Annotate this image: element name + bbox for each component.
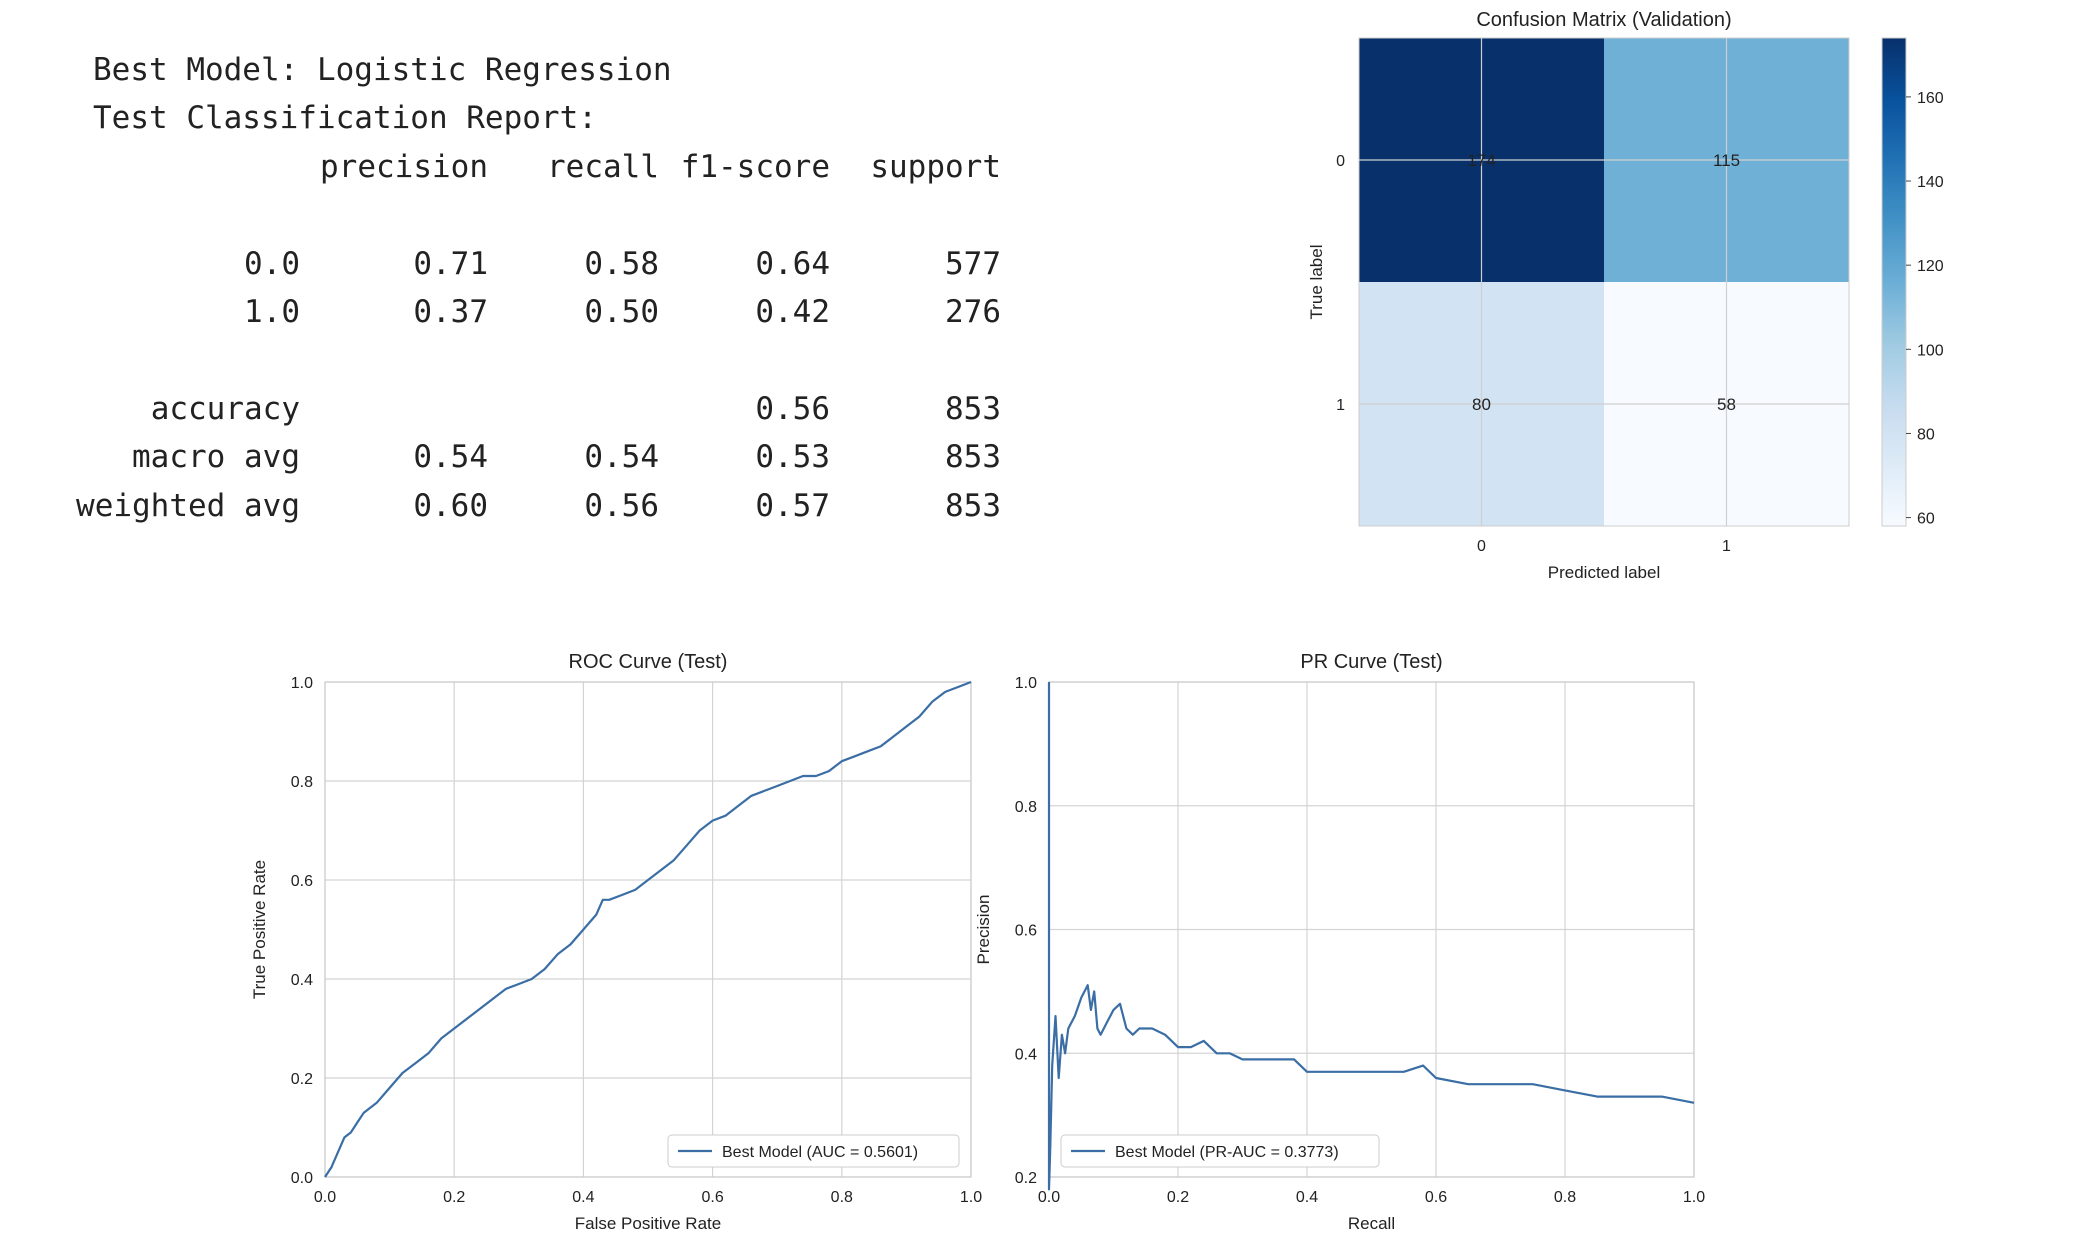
pr-curve-chart: PR Curve (Test)0.0 0.2 0.4 0.6 0.8 1.00.20.40… [974,651,1705,1233]
classification-report: Best Model: Logistic Regression Test Cla… [76,52,1001,524]
y-tick-label: 0.8 [1015,799,1037,816]
x-tick-label: 0.2 [443,1189,465,1206]
heatmap-y-axis-title: True label [1307,245,1326,320]
x-tick-label: 1.0 [1683,1189,1705,1206]
y-tick-label: 1.0 [1015,675,1037,692]
report-row-0: 0.0 0.71 0.58 0.64 577 [244,246,1001,282]
cell-f1-score: 0.56 [755,391,830,427]
series-line [1047,682,1695,1191]
colorbar-tick-label: 80 [1917,426,1935,443]
plot-frame [324,681,972,1178]
heatmap-x-tick-label: 1 [1722,538,1731,555]
heatmap-y-tick-label: 0 [1336,153,1345,170]
heatmap-cell-label: 115 [1713,151,1740,170]
y-tick-label: 0.6 [1015,923,1037,940]
legend: Best Model (AUC = 0.5601) [667,1134,960,1168]
cell-recall: 0.50 [584,294,659,330]
colorbar-tick-label: 120 [1917,258,1944,275]
cell-recall: 0.56 [584,488,659,524]
y-axis-title: True Positive Rate [250,860,269,999]
x-axis-title: Recall [1348,1214,1395,1233]
legend-box [667,1134,960,1168]
cell-f1-score: 0.57 [755,488,830,524]
x-tick-label: 0.0 [314,1189,336,1206]
colorbar-tick-label: 60 [1917,511,1935,528]
heatmap-frame [1358,37,1850,527]
y-tick-label: 0.2 [1015,1170,1037,1187]
cell-precision: 0.71 [413,246,488,282]
x-tick-label: 0.4 [572,1189,594,1206]
heatmap-x-tick-label: 0 [1477,538,1486,555]
x-tick-label: 0.6 [1425,1189,1447,1206]
y-tick-label: 0.4 [291,972,313,989]
row-label: macro avg [132,439,300,475]
heatmap-cell-label: 80 [1472,395,1491,414]
confusion-matrix-chart: Confusion Matrix (Validation) 174 115 80 58 0… [1307,9,1944,582]
roc-curve-chart-title: ROC Curve (Test) [569,651,728,673]
best-model-heading: Best Model: Logistic Regression [93,52,672,88]
legend: Best Model (PR-AUC = 0.3773) [1060,1134,1380,1168]
cell-support: 853 [945,488,1001,524]
heatmap-title: Confusion Matrix (Validation) [1476,9,1731,31]
x-tick-label: 0.8 [831,1189,853,1206]
report-subtitle: Test Classification Report: [93,100,597,136]
cell-support: 853 [945,391,1001,427]
x-tick-label: 1.0 [960,1189,982,1206]
heatmap-x-axis-title: Predicted label [1548,563,1660,582]
cell-support: 276 [945,294,1001,330]
colorbar-tick-label: 100 [1917,342,1944,359]
header-precision: precision [320,149,488,185]
cell-f1-score: 0.42 [755,294,830,330]
cell-precision: 0.60 [413,488,488,524]
legend-box [1060,1134,1380,1168]
cell-precision: 0.54 [413,439,488,475]
x-tick-label: 0.4 [1296,1189,1318,1206]
cell-recall: 0.54 [584,439,659,475]
cell-f1-score: 0.53 [755,439,830,475]
cell-support: 577 [945,246,1001,282]
roc-curve-chart: ROC Curve (Test) 0.0 0.2 0.4 0.6 0.8 1.0 0.0 0.2… [250,651,982,1233]
header-recall: recall [547,149,659,185]
report-weighted-avg-row: weighted avg 0.60 0.56 0.57 853 [76,488,1001,524]
report-row-1: 1.0 0.37 0.50 0.42 276 [244,294,1001,330]
legend-label: Best Model (PR-AUC = 0.3773) [1115,1144,1339,1161]
y-tick-label: 0.6 [291,873,313,890]
y-tick-label: 0.2 [291,1071,313,1088]
cell-support: 853 [945,439,1001,475]
row-label: 1.0 [244,294,300,330]
y-tick-label: 0.4 [1015,1046,1037,1063]
x-axis-title: False Positive Rate [575,1214,721,1233]
x-tick-label: 0.8 [1554,1189,1576,1206]
legend-label: Best Model (AUC = 0.5601) [722,1144,918,1161]
heatmap-y-tick-label: 1 [1336,397,1345,414]
y-tick-label: 0.8 [291,774,313,791]
heatmap-cell-label: 174 [1467,151,1495,170]
cell-recall: 0.58 [584,246,659,282]
header-support: support [870,149,1001,185]
row-label: weighted avg [76,488,300,524]
series-line [324,680,972,1178]
report-macro-avg-row: macro avg 0.54 0.54 0.53 853 [132,439,1001,475]
colorbar-tick-label: 160 [1917,90,1944,107]
x-tick-label: 0.6 [701,1189,723,1206]
header-f1-score: f1-score [681,149,830,185]
cell-f1-score: 0.64 [755,246,830,282]
x-tick-label: 0.2 [1167,1189,1189,1206]
y-tick-label: 1.0 [291,675,313,692]
cell-precision: 0.37 [413,294,488,330]
colorbar [1881,37,1907,527]
x-tick-label: 0.0 [1038,1189,1060,1206]
pr-curve-chart-title: PR Curve (Test) [1300,651,1442,673]
report-column-headers: precision recall f1-score support [320,149,1001,185]
y-tick-label: 0.0 [291,1170,313,1187]
y-axis-title: Precision [974,895,993,965]
row-label: 0.0 [244,246,300,282]
report-accuracy-row: accuracy 0.56 853 [151,391,1001,427]
row-label: accuracy [151,391,300,427]
heatmap-cell-label: 58 [1717,395,1736,414]
colorbar-tick-label: 140 [1917,174,1944,191]
